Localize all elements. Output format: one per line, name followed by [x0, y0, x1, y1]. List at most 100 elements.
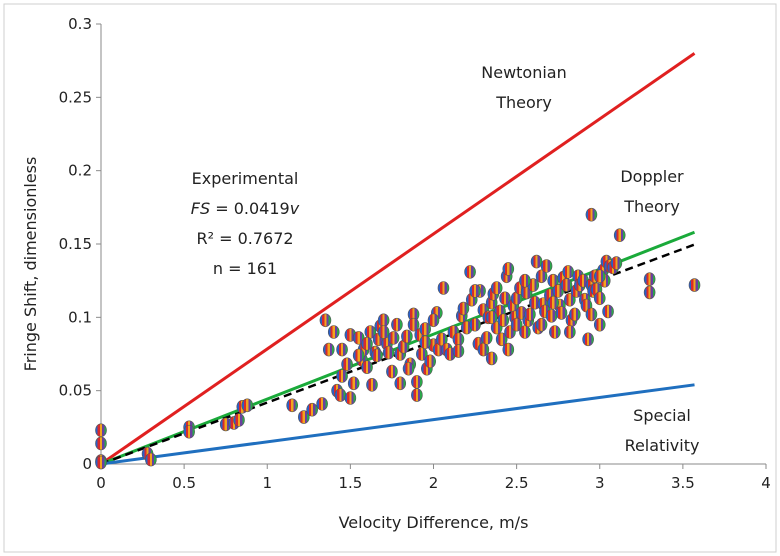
- data-point: [361, 360, 373, 375]
- data-point: [411, 388, 423, 402]
- data-point: [306, 402, 318, 417]
- data-point: [95, 436, 107, 451]
- data-point: [382, 345, 395, 360]
- data-point: [233, 413, 245, 427]
- data-point: [366, 377, 378, 392]
- data-point: [371, 348, 383, 363]
- data-point: [564, 325, 576, 339]
- data-point: [602, 304, 614, 319]
- data-point: [555, 306, 568, 320]
- data-point: [316, 397, 328, 411]
- label-newtonian-theory-line: Newtonian: [481, 63, 567, 82]
- data-point: [610, 256, 623, 270]
- label-doppler-theory-line: Doppler: [620, 167, 684, 186]
- data-point: [95, 423, 107, 438]
- data-point: [469, 284, 481, 298]
- y-tick-label: 0.2: [68, 162, 92, 180]
- data-point: [549, 325, 561, 339]
- data-point: [499, 291, 511, 306]
- data-point: [547, 295, 560, 310]
- series-line-newtonian-theory: [100, 52, 696, 466]
- data-point: [593, 269, 606, 284]
- data-point: [688, 278, 701, 292]
- label-experimental-line: R² = 0.7672: [196, 229, 293, 248]
- data-point: [524, 307, 536, 322]
- label-doppler-theory-line: Theory: [623, 197, 680, 216]
- data-point: [564, 292, 576, 307]
- x-tick-label: 4: [761, 474, 771, 492]
- data-point: [336, 342, 348, 357]
- label-experimental-line: n = 161: [213, 259, 277, 278]
- x-tick-label: 0: [96, 474, 106, 492]
- data-point: [394, 376, 407, 391]
- data-point: [361, 336, 373, 351]
- data-point: [419, 335, 431, 350]
- data-point: [643, 272, 656, 287]
- data-point: [336, 369, 348, 383]
- data-point: [327, 325, 340, 339]
- data-point: [613, 228, 626, 242]
- data-point: [582, 332, 594, 347]
- data-point: [407, 317, 420, 332]
- data-point: [298, 410, 310, 424]
- data-point: [535, 317, 548, 332]
- axes: 0 0.05 0.1 0.15 0.2 0.25 0.3 0 0.5 1 1.5 2 2.5 3 3.5 4 V…: [21, 15, 771, 532]
- label-experimental: Experimental FS = 0.0419v R² = 0.7672 n = 1…: [191, 169, 300, 278]
- data-point: [145, 452, 157, 467]
- data-point: [352, 348, 365, 363]
- data-point: [386, 364, 398, 379]
- label-newtonian-theory-line: Theory: [495, 93, 552, 112]
- data-point: [322, 342, 335, 357]
- data-point: [510, 317, 523, 332]
- data-point: [377, 325, 390, 339]
- data-point: [319, 313, 332, 328]
- data-point: [424, 354, 436, 369]
- y-tick-label: 0.05: [59, 382, 92, 400]
- data-point: [502, 262, 515, 276]
- x-axis-title: Velocity Difference, m/s: [339, 513, 529, 532]
- data-point: [183, 424, 195, 439]
- x-tick-label: 2.5: [505, 474, 529, 492]
- data-point: [387, 331, 400, 345]
- data-point: [344, 391, 357, 405]
- data-points: [95, 207, 701, 470]
- data-point: [452, 344, 465, 358]
- data-point: [502, 342, 515, 357]
- data-point: [452, 332, 465, 347]
- data-point: [436, 332, 448, 347]
- y-tick-label: 0.15: [59, 235, 92, 253]
- data-point: [464, 265, 476, 279]
- label-special-relativity: Special Relativity: [625, 406, 700, 455]
- x-tick-label: 1: [262, 474, 272, 492]
- data-point: [469, 317, 481, 332]
- data-point: [593, 317, 606, 332]
- data-point: [530, 254, 543, 269]
- data-point: [402, 361, 415, 376]
- label-experimental-line: Experimental: [192, 169, 299, 188]
- data-point: [643, 285, 656, 300]
- data-point: [401, 329, 413, 344]
- data-point: [427, 313, 440, 328]
- data-point: [519, 325, 531, 339]
- y-tick-label: 0.3: [68, 15, 92, 33]
- data-point: [411, 375, 423, 389]
- data-point: [585, 207, 598, 222]
- label-doppler-theory: Doppler Theory: [620, 167, 684, 216]
- data-point: [377, 313, 390, 328]
- data-point: [562, 265, 574, 279]
- y-tick-label: 0.25: [59, 88, 92, 106]
- y-tick-label: 0: [82, 455, 92, 473]
- data-point: [241, 398, 254, 413]
- x-tick-label: 3: [595, 474, 605, 492]
- x-tick-label: 0.5: [172, 474, 196, 492]
- label-special-relativity-line: Special: [633, 406, 691, 425]
- data-point: [569, 307, 581, 322]
- data-point: [540, 259, 553, 273]
- data-point: [593, 291, 606, 306]
- data-point: [480, 331, 493, 345]
- x-tick-label: 2: [429, 474, 439, 492]
- data-point: [490, 281, 503, 295]
- y-tick-label: 0.1: [68, 308, 92, 326]
- data-point: [286, 398, 298, 413]
